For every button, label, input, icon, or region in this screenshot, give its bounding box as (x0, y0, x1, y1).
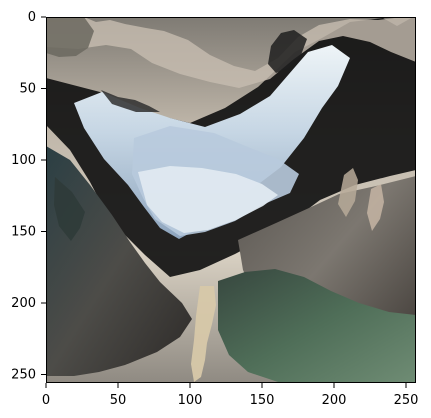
x-tick-label-250: 250 (394, 393, 419, 408)
x-tick-label-150: 150 (250, 393, 275, 408)
left-ridge-rock (101, 90, 160, 112)
y-tick-label-150: 150 (11, 225, 36, 240)
x-tick-label-100: 100 (178, 393, 203, 408)
left-shadow-patch (54, 177, 85, 241)
y-tick-label-0: 0 (28, 10, 36, 25)
y-tick-label-50: 50 (19, 82, 36, 97)
x-tick-label-50: 50 (110, 393, 127, 408)
y-tick-label-200: 200 (11, 296, 36, 311)
right-rock-streak (367, 184, 384, 231)
left-slope (46, 146, 192, 376)
upper-peak-rock (268, 30, 307, 73)
y-tick-label-100: 100 (11, 153, 36, 168)
foreground-vegetation (218, 269, 416, 383)
y-axis: 0 50 100 150 200 250 (11, 10, 46, 383)
glacier-lower-highlight (138, 166, 278, 233)
x-axis: 0 50 100 150 200 250 (42, 383, 419, 408)
x-tick-label-200: 200 (322, 393, 347, 408)
plot-frame (46, 17, 416, 383)
waterfall-stream (191, 286, 216, 382)
cloud-layer (46, 17, 416, 88)
image-content (46, 17, 416, 383)
y-tick-label-250: 250 (11, 368, 36, 383)
upper-left-cloud (46, 17, 94, 57)
right-snow-streak (338, 168, 358, 217)
x-tick-label-0: 0 (42, 393, 50, 408)
